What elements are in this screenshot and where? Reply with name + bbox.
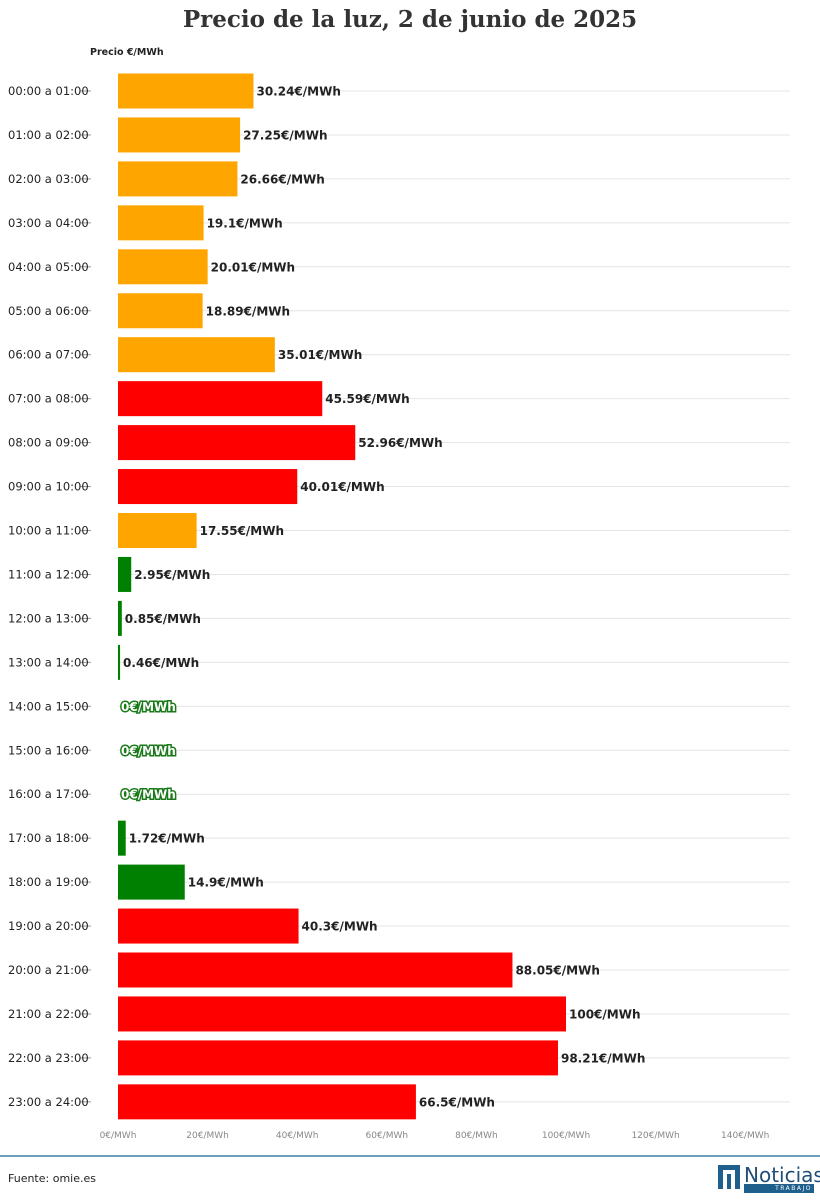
value-label: 26.66€/MWh: [240, 172, 324, 186]
source-note: Fuente: omie.es: [8, 1172, 96, 1185]
value-label: 1.72€/MWh: [129, 832, 205, 846]
category-label: 07:00 a 08:00: [8, 392, 89, 406]
bar: [118, 425, 356, 461]
category-label: 00:00 a 01:00: [8, 84, 89, 98]
category-label: 23:00 a 24:00: [8, 1095, 89, 1109]
category-label: 21:00 a 22:00: [8, 1007, 89, 1021]
category-label: 19:00 a 20:00: [8, 919, 89, 933]
logo-icon: [718, 1165, 740, 1189]
value-label: 40.01€/MWh: [300, 480, 384, 494]
footer-divider: [0, 1155, 820, 1157]
y-axis-label: Precio €/MWh: [90, 47, 164, 58]
category-label: 08:00 a 09:00: [8, 436, 89, 450]
bar: [118, 556, 132, 592]
category-label: 20:00 a 21:00: [8, 963, 89, 977]
value-label: 0.46€/MWh: [123, 656, 199, 670]
bar: [118, 293, 203, 329]
value-label: 35.01€/MWh: [278, 348, 362, 362]
bar: [118, 205, 204, 241]
x-tick-label: 80€/MWh: [455, 1131, 498, 1141]
bar: [118, 161, 238, 197]
category-label: 18:00 a 19:00: [8, 875, 89, 889]
value-label: 20.01€/MWh: [211, 260, 295, 274]
category-label: 05:00 a 06:00: [8, 304, 89, 318]
value-label: 52.96€/MWh: [358, 436, 442, 450]
bar: [118, 337, 275, 373]
value-label: 45.59€/MWh: [325, 392, 409, 406]
category-label: 14:00 a 15:00: [8, 699, 89, 713]
category-label: 15:00 a 16:00: [8, 743, 89, 757]
bar: [118, 381, 323, 417]
category-label: 10:00 a 11:00: [8, 524, 89, 538]
value-label: 88.05€/MWh: [515, 964, 599, 978]
x-tick-label: 60€/MWh: [366, 1131, 409, 1141]
category-label: 06:00 a 07:00: [8, 348, 89, 362]
value-label: 100€/MWh: [569, 1007, 641, 1021]
category-label: 02:00 a 03:00: [8, 172, 89, 186]
value-label: 66.5€/MWh: [419, 1095, 495, 1109]
value-label: 14.9€/MWh: [188, 876, 264, 890]
category-label: 12:00 a 13:00: [8, 611, 89, 625]
value-label: 30.24€/MWh: [256, 85, 340, 99]
value-label: 0€/MWh: [121, 788, 176, 802]
bar: [118, 1040, 558, 1076]
x-tick-label: 140€/MWh: [721, 1131, 769, 1141]
value-label: 18.89€/MWh: [206, 304, 290, 318]
x-tick-label: 100€/MWh: [542, 1131, 590, 1141]
bar: [118, 600, 122, 636]
category-label: 17:00 a 18:00: [8, 831, 89, 845]
category-label: 09:00 a 10:00: [8, 480, 89, 494]
bar: [118, 908, 299, 944]
noticias-trabajo-logo: Noticias TRABAJO: [718, 1163, 820, 1193]
value-label: 17.55€/MWh: [200, 524, 284, 538]
bar: [118, 820, 126, 856]
value-label: 0.85€/MWh: [125, 612, 201, 626]
bar: [118, 73, 254, 109]
x-tick-label: 0€/MWh: [100, 1131, 137, 1141]
value-label: 2.95€/MWh: [134, 568, 210, 582]
x-tick-label: 20€/MWh: [186, 1131, 229, 1141]
logo-name: Noticias: [744, 1163, 820, 1187]
logo-subtitle: TRABAJO: [744, 1184, 814, 1193]
value-label: 0€/MWh: [121, 700, 176, 714]
bar: [118, 644, 121, 680]
bar: [118, 513, 197, 548]
x-tick-label: 120€/MWh: [631, 1131, 679, 1141]
value-label: 40.3€/MWh: [302, 920, 378, 934]
value-label: 19.1€/MWh: [207, 216, 283, 230]
category-label: 13:00 a 14:00: [8, 655, 89, 669]
chart-title: Precio de la luz, 2 de junio de 2025: [182, 6, 638, 33]
category-label: 22:00 a 23:00: [8, 1051, 89, 1065]
value-label: 0€/MWh: [121, 744, 176, 758]
category-label: 11:00 a 12:00: [8, 567, 89, 581]
bar: [118, 864, 185, 900]
bar-chart: 00:00 a 01:00 30.24€/MWh 01:00 a 02:00 27.2…: [8, 73, 790, 1141]
bar: [118, 996, 566, 1032]
bar: [118, 249, 208, 285]
bar: [118, 952, 513, 988]
x-tick-label: 40€/MWh: [276, 1131, 319, 1141]
category-label: 03:00 a 04:00: [8, 216, 89, 230]
value-label: 27.25€/MWh: [243, 128, 327, 142]
category-label: 16:00 a 17:00: [8, 787, 89, 801]
value-label: 98.21€/MWh: [561, 1051, 645, 1065]
category-label: 01:00 a 02:00: [8, 128, 89, 142]
bar: [118, 469, 298, 505]
bar: [118, 117, 241, 153]
bar: [118, 1084, 416, 1120]
category-label: 04:00 a 05:00: [8, 260, 89, 274]
